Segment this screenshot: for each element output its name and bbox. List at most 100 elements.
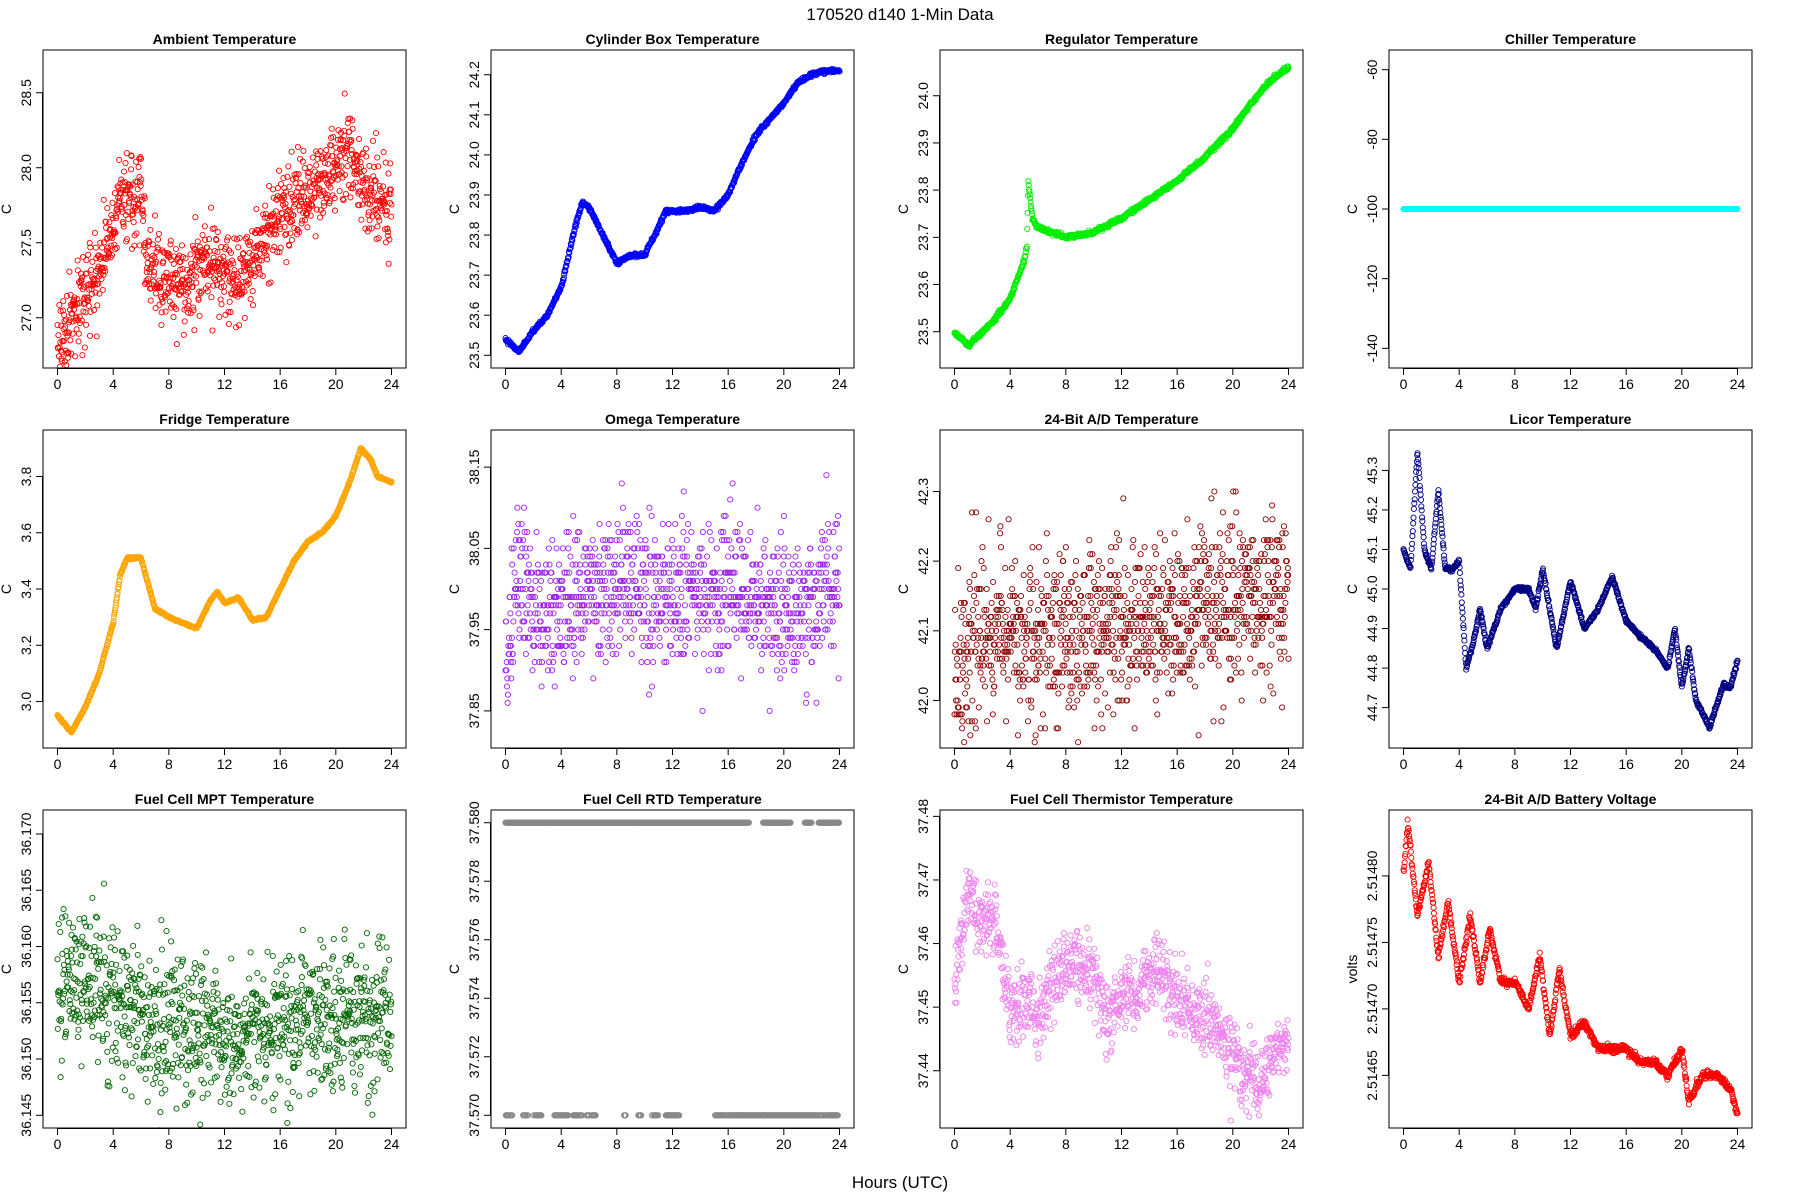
data-point [220,253,227,260]
data-point [78,317,85,324]
data-point [196,312,203,319]
data-point [86,281,93,288]
data-point [55,332,62,339]
data-point [74,267,81,274]
data-point [239,279,246,286]
data-point [520,634,527,641]
data-point [153,258,160,265]
x-tick-label: 24 [384,756,400,772]
data-point [284,173,291,180]
data-point [54,322,61,329]
data-point [309,202,316,209]
data-point [280,194,288,201]
data-point [120,223,127,230]
data-point [127,193,134,200]
data-point [249,302,257,309]
data-point [224,234,231,241]
data-point [204,288,211,295]
x-tick-label: 4 [557,376,565,392]
y-axis-label: C [1344,204,1360,214]
data-point [300,209,307,216]
data-point [282,231,289,239]
data-point [174,281,181,288]
x-tick-label: 24 [1730,376,1746,392]
data-point [336,187,343,195]
data-point [506,594,513,601]
data-point [365,225,373,232]
data-point [89,258,96,265]
data-point [532,610,539,617]
y-axis-label: C [0,204,14,214]
data-point [525,577,532,584]
data-point [292,179,299,186]
series-points [502,472,843,714]
x-tick-label: 16 [272,376,288,392]
data-point [72,317,79,324]
data-point [503,659,510,666]
data-point [290,212,297,219]
data-point [81,344,88,351]
data-point [288,236,295,244]
data-point [523,553,530,560]
data-point [185,297,192,305]
data-point [362,145,370,152]
data-point [379,183,387,190]
data-point [299,217,306,224]
data-point [349,185,356,192]
data-point [208,294,215,301]
data-point [272,208,279,215]
data-point [385,228,392,235]
data-point [214,249,221,256]
data-point [134,186,141,193]
x-tick-label: 12 [665,376,681,392]
data-point [317,148,324,155]
data-point [210,254,217,261]
x-tick-label: 8 [613,376,621,392]
data-point [109,199,116,206]
series-points [54,444,395,736]
data-point [228,279,235,286]
data-point [112,229,119,236]
data-point [79,352,86,359]
data-point [529,667,536,674]
data-point [119,208,126,215]
x-tick-label: 4 [1455,376,1463,392]
y-tick-label: -100 [1364,195,1380,223]
x-tick-label: 16 [720,376,736,392]
data-point [64,332,71,339]
y-axis-label: C [446,204,462,214]
data-point [297,179,304,187]
data-point [260,211,267,218]
data-point [170,260,177,267]
data-point [298,193,305,200]
x-tick-label: 4 [1006,376,1014,392]
data-point [235,244,242,251]
data-point [503,683,511,690]
data-point [321,202,328,209]
data-point [246,241,253,248]
data-point [109,235,116,242]
data-point [197,266,204,273]
data-point [371,177,378,184]
data-point [136,242,143,249]
data-point [354,153,361,160]
data-point [267,231,274,238]
data-point [311,194,318,201]
data-point [180,331,187,338]
data-point [137,155,145,162]
data-point [316,176,323,183]
data-point [181,318,188,325]
data-point [384,232,391,239]
panel-title: Omega Temperature [605,411,740,427]
y-axis-label: C [0,584,14,594]
data-point [178,242,186,249]
data-point [230,260,237,267]
data-point [243,233,251,240]
data-point [530,626,537,633]
data-point [245,280,252,287]
data-point [305,173,312,180]
data-point [209,327,216,334]
data-point [255,264,262,271]
data-point [316,187,323,194]
